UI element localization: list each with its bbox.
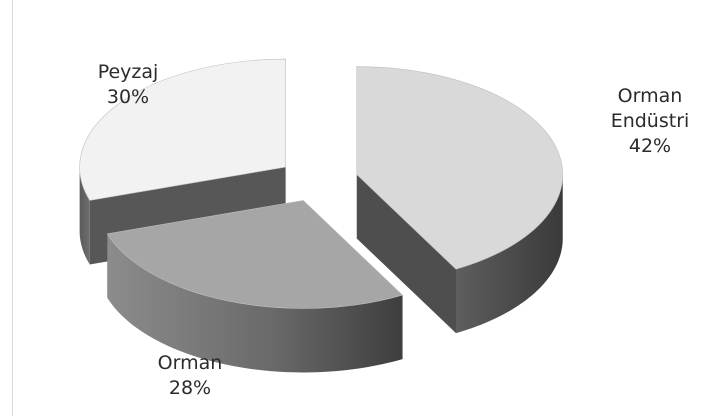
- pie-slice-orman-endustri: [356, 66, 563, 334]
- slice-label-name: Peyzaj: [97, 61, 159, 83]
- slice-label-name-line2: Endüstri: [610, 110, 690, 132]
- pie-slice-orman: [106, 200, 404, 373]
- slice-top-peyzaj: [79, 58, 286, 201]
- slice-wall-orman-endustri-end: [356, 174, 456, 334]
- slice-label-value: 30%: [106, 86, 150, 108]
- slice-label-orman: Orman 28%: [130, 351, 250, 401]
- slice-label-value: 28%: [168, 377, 212, 399]
- slice-top-orman: [106, 200, 404, 309]
- slice-label-orman-endustri: Orman Endüstri 42%: [590, 84, 702, 159]
- slice-top-orman-endustri: [356, 66, 563, 270]
- slice-label-name: Orman: [617, 85, 683, 107]
- slice-label-peyzaj: Peyzaj 30%: [68, 60, 188, 110]
- left-border-line: [12, 0, 13, 416]
- slice-side-orman: [107, 233, 403, 373]
- slice-label-name: Orman: [157, 352, 223, 374]
- slice-label-value: 42%: [628, 135, 672, 157]
- slice-side-orman-endustri: [455, 175, 563, 334]
- slice-side-peyzaj: [79, 167, 90, 265]
